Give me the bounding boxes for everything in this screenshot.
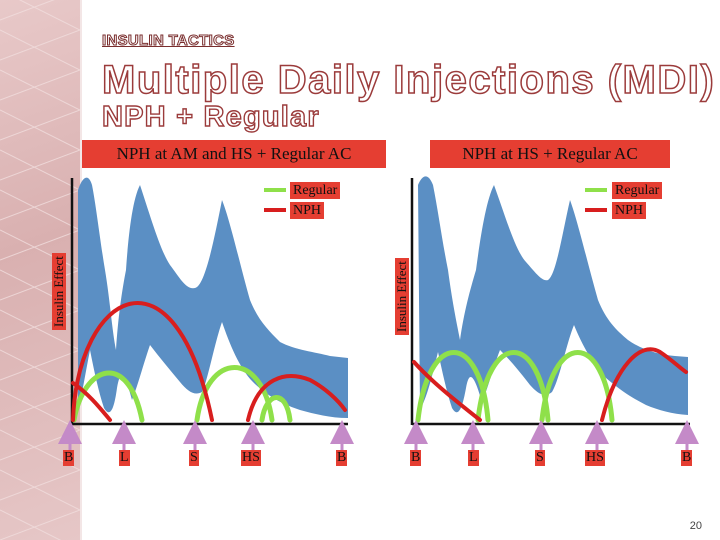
right-regular-lunch [475, 350, 551, 423]
slide-title: Multiple Daily Injections (MDI) [101, 57, 716, 103]
right-nph-bedtime [600, 347, 688, 422]
left-nph-bedtime [246, 374, 347, 422]
left-regular-curves [71, 365, 293, 423]
left-regular-lunch [194, 365, 275, 423]
glucose-band-left [78, 177, 348, 418]
right-nph-curves [412, 347, 688, 422]
left-nph-morning [71, 301, 214, 422]
right-legend-regular-label: Regular [612, 182, 663, 199]
left-meal-label-hs: HS [241, 450, 261, 466]
left-legend-nph-label: NPH [290, 202, 325, 219]
right-regular-supper [539, 350, 615, 423]
right-meal-label-b1: B [410, 450, 422, 466]
left-panel-title: NPH at AM and HS + Regular AC [82, 140, 386, 168]
decorative-sidebar [0, 0, 80, 540]
left-regular-supper [259, 395, 293, 423]
left-meal-label-l: L [119, 450, 130, 466]
glucose-band-right [418, 176, 688, 415]
left-y-axis-label: Insulin Effect [51, 253, 66, 330]
left-meal-label-b2: B [336, 450, 348, 466]
left-meal-label-b1: B [63, 450, 75, 466]
page-number: 20 [689, 520, 702, 532]
left-nph-curves [71, 301, 347, 422]
right-meal-label-s: S [535, 450, 545, 466]
right-legend-nph-label: NPH [612, 202, 647, 219]
right-y-axis-label: Insulin Effect [394, 258, 409, 335]
injection-arrows [58, 420, 699, 452]
left-legend-regular-label: Regular [290, 182, 341, 199]
right-nph-overnight [412, 360, 482, 422]
right-panel-title: NPH at HS + Regular AC [430, 140, 670, 168]
right-regular-curves [415, 350, 615, 423]
left-regular-breakfast [71, 370, 145, 423]
right-meal-label-hs: HS [585, 450, 605, 466]
left-meal-label-s: S [189, 450, 199, 466]
right-meal-label-l: L [468, 450, 479, 466]
section-kicker: INSULIN TACTICS [102, 32, 235, 50]
sidebar-pattern [0, 0, 80, 540]
right-meal-label-b2: B [681, 450, 693, 466]
slide-subtitle: NPH + Regular [101, 100, 320, 133]
